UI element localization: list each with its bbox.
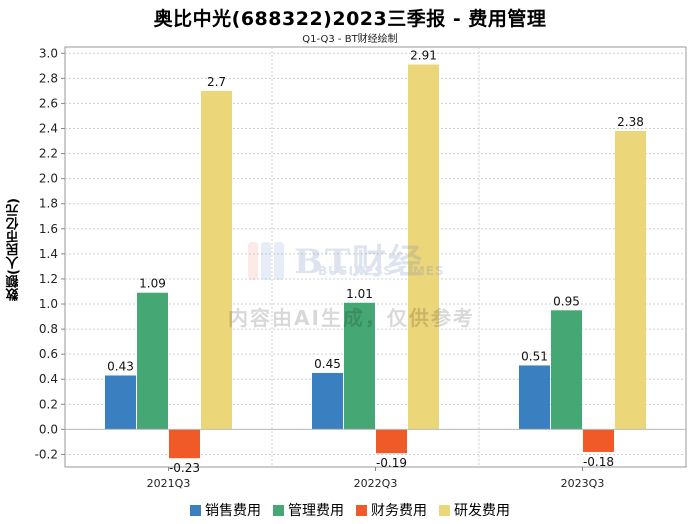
y-tick-label: 3.0 [39, 46, 58, 60]
legend-label: 销售费用 [205, 503, 261, 519]
data-label: -0.18 [583, 455, 614, 469]
legend-label: 管理费用 [288, 503, 344, 519]
bar [169, 429, 200, 459]
bar [376, 429, 407, 454]
y-tick-label: 0.4 [39, 372, 58, 386]
watermark-logo-subtext: BUSINESS TIMES [318, 264, 445, 278]
legend-swatch [439, 504, 450, 516]
x-tick-label: 2023Q3 [561, 477, 605, 490]
x-tick-label: 2022Q3 [354, 477, 398, 490]
y-tick-label: 2.0 [39, 172, 58, 186]
data-label: -0.23 [169, 461, 200, 475]
plot-area [64, 46, 687, 468]
legend-swatch [190, 504, 201, 516]
legend-swatch [356, 504, 367, 516]
data-label: 0.51 [521, 349, 548, 363]
y-tick-label: 1.2 [39, 272, 58, 286]
y-tick-label: 1.8 [39, 197, 58, 211]
y-tick-label: 0.2 [39, 397, 58, 411]
y-tick-label: 2.4 [39, 121, 58, 135]
chart-legend: 销售费用 管理费用 财务费用 研发费用 [0, 500, 700, 520]
chart-title: 奥比中光(688322)2023三季报 - 费用管理 [153, 8, 547, 30]
legend-item: 销售费用 [190, 500, 261, 520]
bar [201, 90, 232, 430]
data-label: 1.09 [139, 277, 166, 291]
data-label: 2.7 [207, 75, 226, 89]
bar [344, 302, 375, 430]
y-tick-label: 0.8 [39, 322, 58, 336]
bar [105, 375, 136, 430]
bar [137, 292, 168, 430]
bar [408, 64, 439, 430]
y-tick-label: 0.6 [39, 347, 58, 361]
data-label: 2.38 [617, 115, 644, 129]
watermark-logo-text: BT财经 [294, 242, 425, 282]
bar [615, 131, 646, 430]
data-label: 2.91 [410, 49, 437, 63]
data-label: 0.43 [107, 359, 134, 373]
legend-label: 研发费用 [454, 503, 510, 519]
legend-swatch [273, 504, 284, 516]
legend-item: 管理费用 [273, 500, 344, 520]
bar [551, 310, 582, 430]
y-tick-label: -0.2 [35, 447, 58, 461]
y-tick-label: 0.0 [39, 422, 58, 436]
watermark-logo-icon [248, 242, 286, 280]
bar [519, 365, 550, 430]
data-label: 0.45 [314, 357, 341, 371]
y-tick-label: 1.6 [39, 222, 58, 236]
legend-item: 财务费用 [356, 500, 427, 520]
chart-subtitle: Q1-Q3 - BT财经绘制 [302, 34, 398, 45]
y-tick-label: 2.6 [39, 96, 58, 110]
legend-item: 研发费用 [439, 500, 510, 520]
watermark-logo: BT财经 BUSINESS TIMES [248, 236, 468, 288]
data-label: -0.19 [376, 456, 407, 470]
watermark-notice: 内容由AI生成，仅供参考 [228, 306, 475, 330]
bar [312, 372, 343, 430]
bar [583, 429, 614, 452]
x-tick-label: 2021Q3 [147, 477, 191, 490]
y-tick-label: 1.4 [39, 247, 58, 261]
y-tick-label: 2.2 [39, 147, 58, 161]
y-tick-label: 1.0 [39, 297, 58, 311]
data-label: 0.95 [553, 294, 580, 308]
legend-label: 财务费用 [371, 503, 427, 519]
y-tick-label: 2.8 [39, 71, 58, 85]
data-label: 1.01 [346, 287, 373, 301]
